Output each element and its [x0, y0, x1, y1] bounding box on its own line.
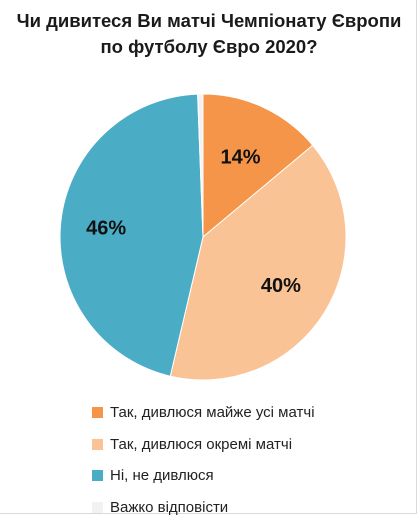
chart-legend: Так, дивлюся майже усі матчі Так, дивлюся…	[92, 397, 315, 523]
legend-item-1: Так, дивлюся майже усі матчі	[92, 397, 315, 429]
pie-label-3: 46%	[86, 218, 126, 240]
legend-item-4: Важко відповісти	[92, 492, 315, 523]
legend-swatch-3	[92, 470, 103, 481]
legend-swatch-2	[92, 439, 103, 450]
legend-item-2: Так, дивлюся окремі матчі	[92, 429, 315, 461]
legend-swatch-1	[92, 407, 103, 418]
legend-label-4: Важко відповісти	[110, 499, 228, 516]
legend-swatch-4	[92, 502, 103, 513]
legend-label-2: Так, дивлюся окремі матчі	[110, 436, 292, 453]
legend-item-3: Ні, не дивлюся	[92, 460, 315, 492]
pie-label-2: 40%	[261, 275, 301, 297]
pie-label-1: 14%	[220, 147, 260, 169]
legend-label-1: Так, дивлюся майже усі матчі	[110, 404, 315, 421]
legend-label-3: Ні, не дивлюся	[110, 467, 214, 484]
